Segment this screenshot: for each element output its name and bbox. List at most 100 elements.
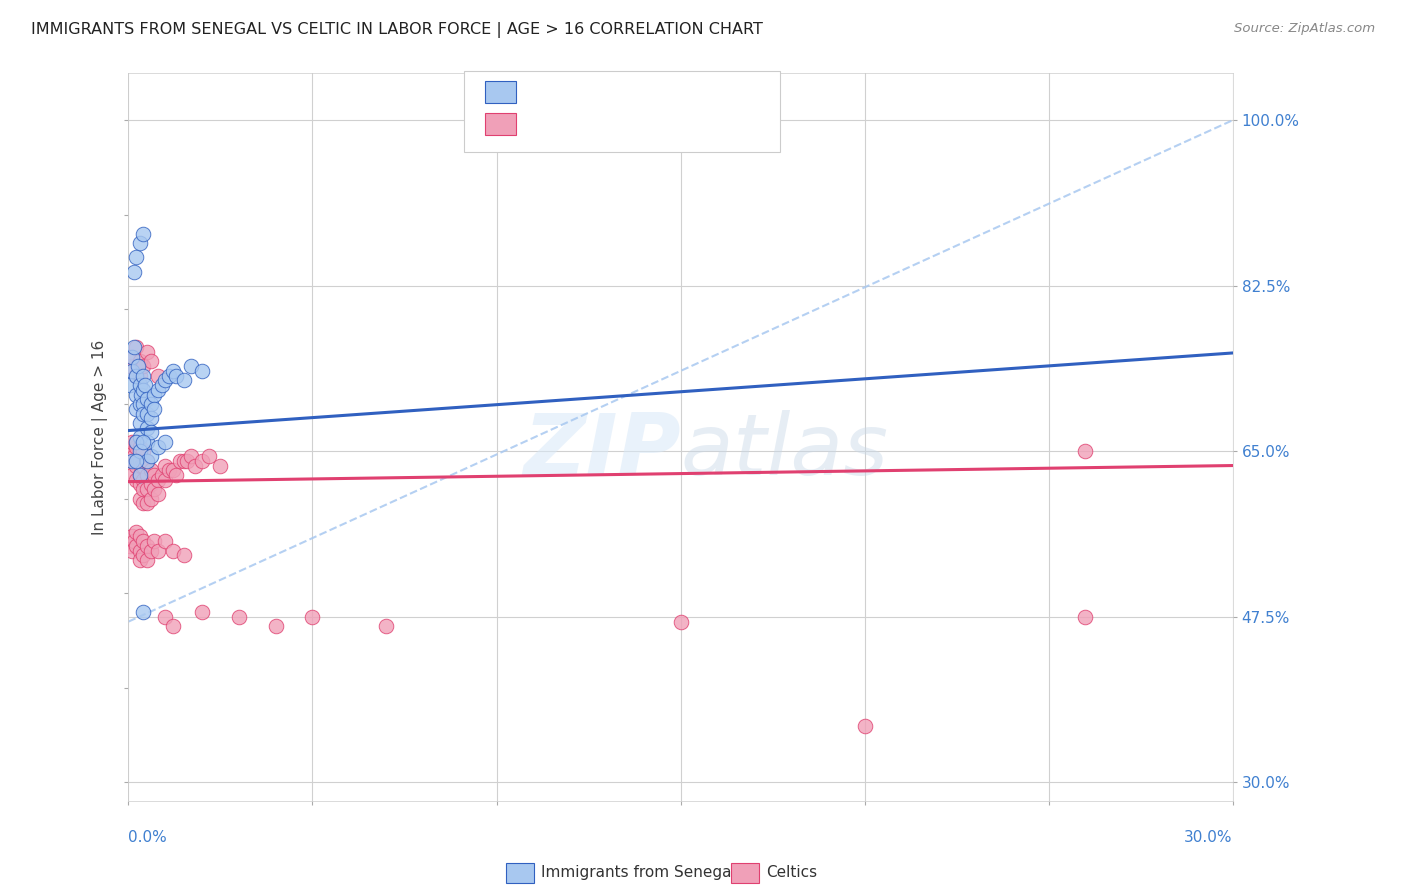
Point <box>121 529 143 543</box>
Point <box>139 397 162 411</box>
Point <box>132 482 155 496</box>
Point <box>135 496 157 510</box>
Point <box>135 454 157 468</box>
Point <box>180 449 202 463</box>
Point <box>162 463 184 477</box>
Point <box>125 434 148 449</box>
Point <box>132 605 155 619</box>
Point <box>128 444 150 458</box>
Point <box>162 364 184 378</box>
Point <box>228 610 250 624</box>
Point <box>191 364 214 378</box>
Point <box>135 420 157 434</box>
Text: Immigrants from Senegal: Immigrants from Senegal <box>541 865 737 880</box>
Point <box>132 383 155 397</box>
Point <box>139 449 162 463</box>
Point <box>853 719 876 733</box>
Point <box>125 434 148 449</box>
Point <box>143 387 166 401</box>
Point <box>122 449 145 463</box>
Point <box>146 368 169 383</box>
Point <box>125 340 148 354</box>
Point <box>128 454 150 468</box>
Point <box>132 549 155 563</box>
Point <box>125 387 148 401</box>
Point <box>135 454 157 468</box>
Point <box>134 378 156 392</box>
Point <box>125 440 148 454</box>
Point <box>128 543 150 558</box>
Point <box>132 473 155 487</box>
Point <box>157 463 180 477</box>
Point <box>1074 610 1097 624</box>
Point <box>120 378 142 392</box>
Point <box>669 615 692 629</box>
Point <box>162 543 184 558</box>
Text: 0.175: 0.175 <box>565 85 613 99</box>
Point <box>375 619 398 633</box>
Point <box>139 425 162 440</box>
Text: N =: N = <box>633 117 666 131</box>
Point <box>132 359 155 374</box>
Point <box>125 539 148 553</box>
Point <box>125 458 148 473</box>
Point <box>143 401 166 416</box>
Point <box>135 345 157 359</box>
Point <box>127 359 149 374</box>
Point <box>132 368 155 383</box>
Point <box>180 359 202 374</box>
Point <box>132 444 155 458</box>
Point <box>139 463 162 477</box>
Text: R =: R = <box>527 85 561 99</box>
Text: ZIP: ZIP <box>523 410 681 493</box>
Point <box>121 468 143 483</box>
Point <box>125 251 148 265</box>
Point <box>132 534 155 549</box>
Point <box>125 368 148 383</box>
Point <box>125 454 148 468</box>
Point <box>128 468 150 483</box>
Text: IMMIGRANTS FROM SENEGAL VS CELTIC IN LABOR FORCE | AGE > 16 CORRELATION CHART: IMMIGRANTS FROM SENEGAL VS CELTIC IN LAB… <box>31 22 763 38</box>
Point <box>135 392 157 407</box>
Point <box>139 491 162 506</box>
Point <box>143 534 166 549</box>
Point <box>121 454 143 468</box>
Point <box>128 553 150 567</box>
Point <box>173 549 195 563</box>
Point <box>146 440 169 454</box>
Point <box>191 605 214 619</box>
Point <box>128 416 150 430</box>
Point <box>135 468 157 483</box>
Text: 87: 87 <box>668 117 689 131</box>
Point <box>301 610 323 624</box>
Point <box>165 368 187 383</box>
Point <box>155 434 177 449</box>
Point <box>146 543 169 558</box>
Point <box>146 383 169 397</box>
Point <box>120 444 142 458</box>
Point <box>132 227 155 241</box>
Text: N =: N = <box>633 85 666 99</box>
Point <box>1074 444 1097 458</box>
Point <box>155 373 177 387</box>
Point <box>157 368 180 383</box>
Text: 51: 51 <box>668 85 689 99</box>
Text: R =: R = <box>527 117 561 131</box>
Point <box>139 477 162 491</box>
Point <box>183 458 205 473</box>
Point <box>122 340 145 354</box>
Point <box>132 407 155 421</box>
Point <box>131 387 153 401</box>
Point <box>131 458 153 473</box>
Point <box>132 397 155 411</box>
Y-axis label: In Labor Force | Age > 16: In Labor Force | Age > 16 <box>93 340 108 535</box>
Point <box>176 454 198 468</box>
Point <box>135 553 157 567</box>
Point <box>143 482 166 496</box>
Point <box>120 359 142 374</box>
Point <box>128 397 150 411</box>
Point <box>125 524 148 539</box>
Point <box>121 434 143 449</box>
Point <box>128 368 150 383</box>
Point <box>125 368 148 383</box>
